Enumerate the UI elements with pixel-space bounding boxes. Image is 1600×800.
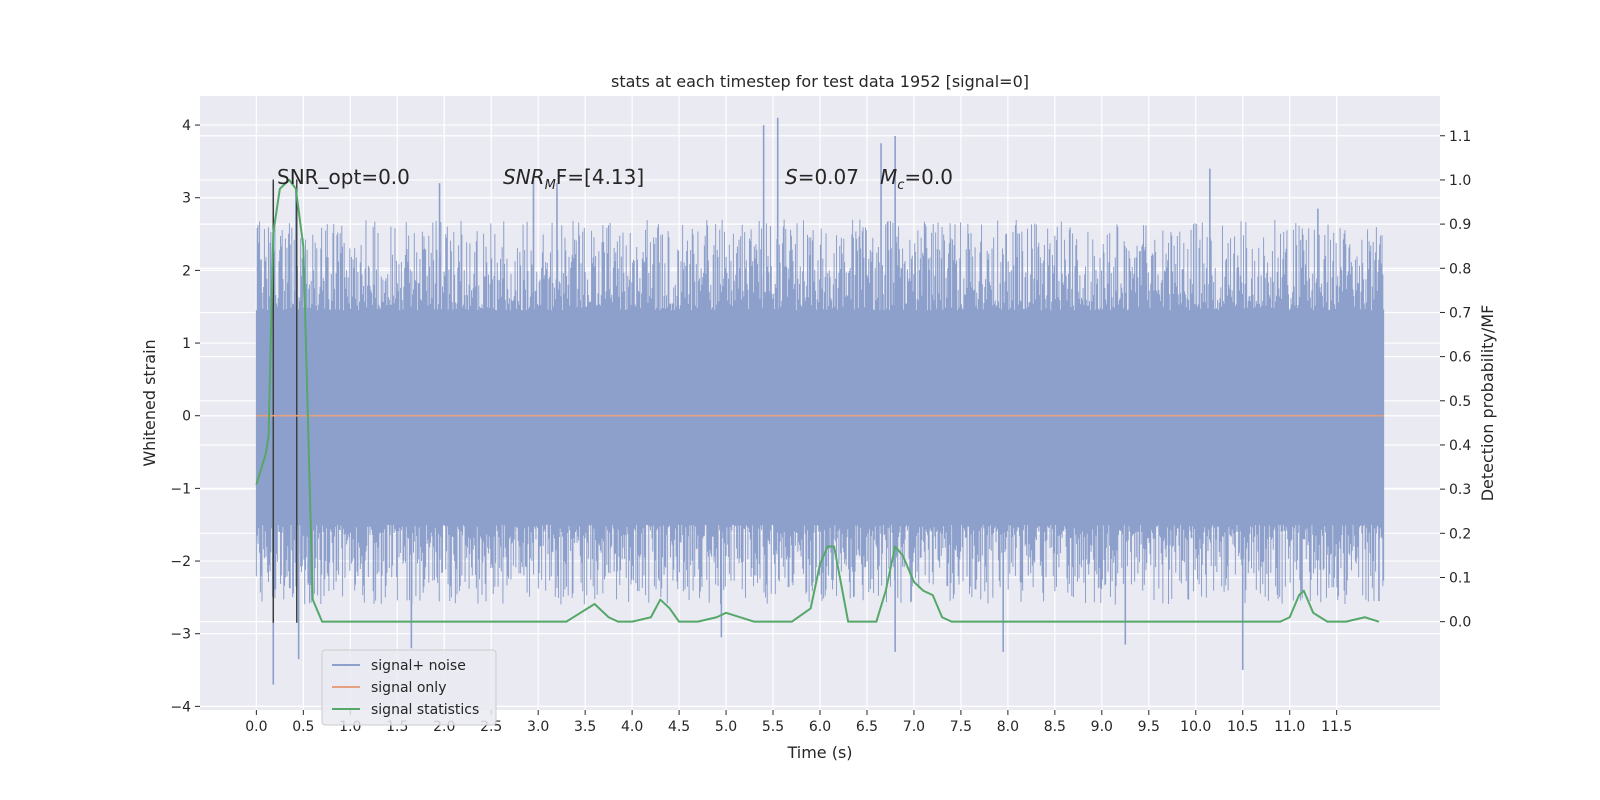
y-tick-label: 3 [182, 191, 191, 207]
y-tick-label: −2 [170, 554, 191, 570]
y-right-tick-label: 0.5 [1449, 394, 1471, 410]
signal-statistics-line [255, 178, 1380, 623]
x-tick-label: 6.0 [809, 719, 831, 735]
annotation-snr-mf: SNRMF=[4.13] [503, 165, 644, 193]
y-tick-label: 2 [182, 263, 191, 279]
x-tick-label: 8.0 [997, 719, 1019, 735]
y-right-tick-label: 0.1 [1449, 570, 1471, 586]
y-right-tick-label: 0.6 [1449, 350, 1471, 366]
annotation-s-value: =0.07 [798, 165, 859, 189]
annotation-snr-mf-symbol: SNR [503, 165, 545, 189]
signal-statistics-series [255, 178, 1380, 623]
y-axis-label: Whitened strain [140, 339, 159, 466]
y-right-tick-label: 0.2 [1449, 526, 1471, 542]
x-tick-label: 11.5 [1321, 719, 1352, 735]
x-tick-label: 3.0 [527, 719, 549, 735]
legend-label-signal-only: signal only [371, 680, 446, 696]
annotation-snr-mf-value: F=[4.13] [556, 165, 644, 189]
annotation-snr-opt: SNR_opt=0.0 [277, 165, 410, 189]
legend-label-signal-noise: signal+ noise [371, 658, 466, 674]
x-tick-label: 0.0 [245, 719, 267, 735]
legend-box [321, 649, 497, 726]
annotation-mc-symbol: M [880, 165, 897, 189]
x-tick-label: 4.0 [621, 719, 643, 735]
y-right-tick-label: 0.7 [1449, 305, 1471, 321]
y-right-tick-label: 1.1 [1449, 129, 1471, 145]
x-tick-label: 11.0 [1274, 719, 1305, 735]
y-right-tick-label: 0.0 [1449, 615, 1471, 631]
x-tick-label: 7.5 [950, 719, 972, 735]
y-tick-label: −4 [170, 699, 191, 715]
y-tick-label: −3 [170, 627, 191, 643]
y-tick-label: 1 [182, 336, 191, 352]
annotation-mc-subscript: c [897, 178, 904, 193]
x-tick-label: 10.0 [1180, 719, 1211, 735]
annotation-mc: Mc=0.0 [880, 165, 953, 193]
y-right-tick-label: 0.4 [1449, 438, 1471, 454]
annotation-snr-mf-subscript: M [545, 178, 556, 193]
chart-title: stats at each timestep for test data 195… [611, 72, 1029, 91]
y-right-tick-label: 0.8 [1449, 261, 1471, 277]
x-tick-label: 5.0 [715, 719, 737, 735]
legend: signal+ noise signal only signal statist… [321, 649, 497, 726]
x-tick-label: 6.5 [856, 719, 878, 735]
annotation-mc-value: =0.0 [904, 165, 953, 189]
signal-noise-series [255, 117, 1385, 685]
legend-label-signal-statistics: signal statistics [371, 702, 479, 718]
x-tick-label: 3.5 [574, 719, 596, 735]
x-tick-label: 4.5 [668, 719, 690, 735]
axis-ticks: 0.0 0.5 1.0 1.5 2.0 2.5 3.0 3.5 4.0 4.5 5.0 5.5 6.0 6… [170, 118, 1471, 735]
y-axis-right-label: Detection probability/MF [1478, 305, 1497, 502]
signal-noise-line [255, 219, 1385, 605]
y-right-tick-label: 1.0 [1449, 173, 1471, 189]
x-tick-label: 10.5 [1227, 719, 1258, 735]
x-tick-label: 9.0 [1091, 719, 1113, 735]
y-right-tick-label: 0.9 [1449, 217, 1471, 233]
x-tick-label: 5.5 [762, 719, 784, 735]
x-tick-label: 7.0 [903, 719, 925, 735]
y-tick-label: 4 [182, 118, 191, 134]
y-tick-label: 0 [182, 409, 191, 425]
y-right-tick-label: 0.3 [1449, 482, 1471, 498]
x-tick-label: 8.5 [1044, 719, 1066, 735]
y-tick-label: −1 [170, 481, 191, 497]
x-tick-label: 9.5 [1138, 719, 1160, 735]
x-axis-label: Time (s) [786, 743, 852, 762]
x-tick-label: 0.5 [292, 719, 314, 735]
annotation-s: S=0.07 [785, 165, 859, 189]
annotation-s-symbol: S [785, 165, 798, 189]
annotations: SNR_opt=0.0 SNRMF=[4.13] S=0.07 Mc=0.0 [277, 165, 953, 193]
